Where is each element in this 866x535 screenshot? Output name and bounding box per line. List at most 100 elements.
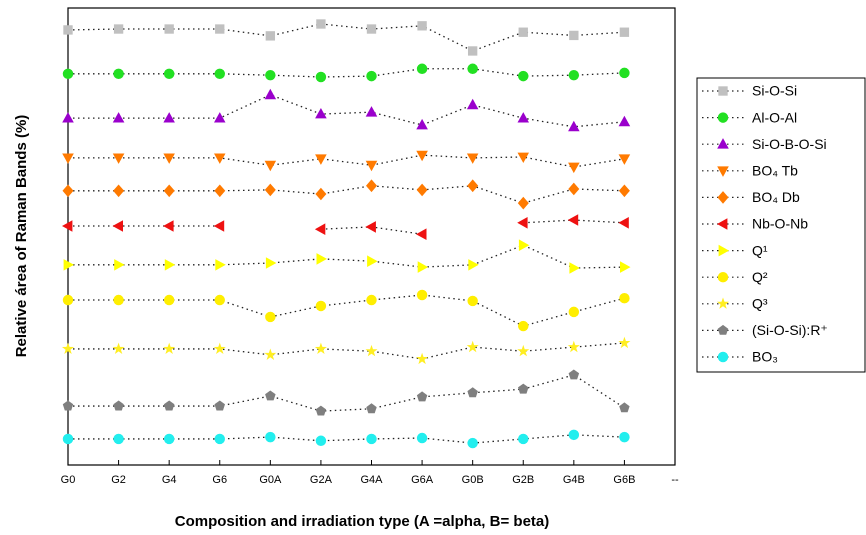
data-marker <box>518 27 528 37</box>
data-marker <box>214 153 226 164</box>
data-marker <box>315 154 327 165</box>
data-marker <box>265 431 276 443</box>
data-marker <box>619 67 630 79</box>
data-marker <box>113 68 124 80</box>
data-marker <box>365 221 376 233</box>
data-marker <box>214 294 225 306</box>
data-marker <box>416 228 427 240</box>
x-tick-label: G2A <box>310 474 333 486</box>
x-tick-label: G0 <box>61 474 76 486</box>
data-marker <box>315 187 327 201</box>
legend-label: Si-O-B-O-Si <box>752 136 827 152</box>
data-marker <box>113 24 124 34</box>
data-marker <box>62 112 74 123</box>
data-marker <box>416 391 428 402</box>
data-marker <box>518 433 529 445</box>
data-marker <box>416 183 428 197</box>
data-marker <box>264 348 277 360</box>
data-marker <box>114 259 125 271</box>
data-marker <box>567 340 580 353</box>
x-tick-label: G4A <box>360 474 383 486</box>
data-marker <box>517 217 528 229</box>
data-marker <box>620 261 631 273</box>
data-marker <box>62 220 73 232</box>
data-marker <box>112 342 125 354</box>
data-marker <box>314 223 326 235</box>
series-line <box>68 374 625 412</box>
data-marker <box>366 294 377 306</box>
data-marker <box>466 98 479 110</box>
data-marker <box>568 369 580 380</box>
data-marker <box>164 24 174 34</box>
series-line <box>68 434 625 444</box>
data-marker <box>113 184 125 198</box>
data-marker <box>517 344 530 357</box>
legend-label: Al-O-Al <box>752 109 797 125</box>
data-marker <box>466 153 479 164</box>
legend-label: Si-O-Si <box>752 83 797 99</box>
series-line <box>68 244 625 269</box>
data-marker <box>366 179 377 193</box>
legend-marker <box>718 244 729 257</box>
data-marker <box>568 182 580 196</box>
legend-marker <box>717 351 729 363</box>
data-marker <box>62 68 74 80</box>
legend-label: Q³ <box>752 296 768 312</box>
data-marker <box>618 217 629 229</box>
data-marker <box>568 162 580 174</box>
data-marker <box>163 112 175 123</box>
x-tick-label: G2 <box>111 474 126 486</box>
legend-marker <box>717 191 729 204</box>
data-marker <box>163 294 175 306</box>
data-marker <box>416 63 428 75</box>
legend-label: Nb-O-Nb <box>752 216 808 232</box>
series-line <box>68 68 625 78</box>
data-marker <box>163 342 176 354</box>
x-tick-label: G6A <box>411 474 434 486</box>
data-marker <box>467 179 479 193</box>
legend-marker <box>717 324 729 335</box>
data-marker <box>112 153 125 164</box>
x-tick-label: G0A <box>259 474 282 486</box>
data-marker <box>214 433 225 445</box>
data-marker <box>214 68 225 80</box>
data-marker <box>265 311 276 323</box>
data-marker <box>467 295 478 307</box>
x-axis-label: Composition and irradiation type (A =alp… <box>175 513 550 530</box>
legend-label: BO₄ Tb <box>752 163 798 179</box>
data-marker <box>365 160 378 172</box>
data-marker <box>265 257 277 269</box>
x-tick-label: G2B <box>512 474 534 486</box>
data-marker <box>567 214 579 226</box>
data-marker <box>518 383 529 394</box>
data-marker <box>62 433 74 445</box>
data-marker <box>618 184 630 198</box>
legend-label: Q² <box>752 269 768 285</box>
data-marker <box>619 27 630 37</box>
series-line <box>68 154 625 168</box>
data-marker <box>214 184 226 198</box>
data-marker <box>568 120 580 132</box>
data-marker <box>213 220 225 232</box>
data-marker <box>112 112 125 123</box>
data-marker <box>366 70 377 82</box>
legend-label: (Si-O-Si):R⁺ <box>752 322 828 338</box>
legend-marker <box>718 86 728 96</box>
data-marker <box>315 435 327 447</box>
data-marker <box>264 183 276 197</box>
data-marker <box>163 400 175 411</box>
data-marker <box>568 69 580 81</box>
data-marker <box>466 340 479 353</box>
data-marker <box>619 292 630 304</box>
data-marker <box>517 112 529 123</box>
y-axis-label: Relative área of Raman Bands (%) <box>13 115 30 358</box>
x-tick-label: -- <box>671 474 679 486</box>
data-marker <box>518 239 530 251</box>
legend-label: Q¹ <box>752 242 768 258</box>
data-marker <box>467 437 478 449</box>
data-marker <box>264 160 277 172</box>
data-marker <box>215 259 226 271</box>
data-marker <box>163 68 175 80</box>
data-marker <box>518 320 529 332</box>
